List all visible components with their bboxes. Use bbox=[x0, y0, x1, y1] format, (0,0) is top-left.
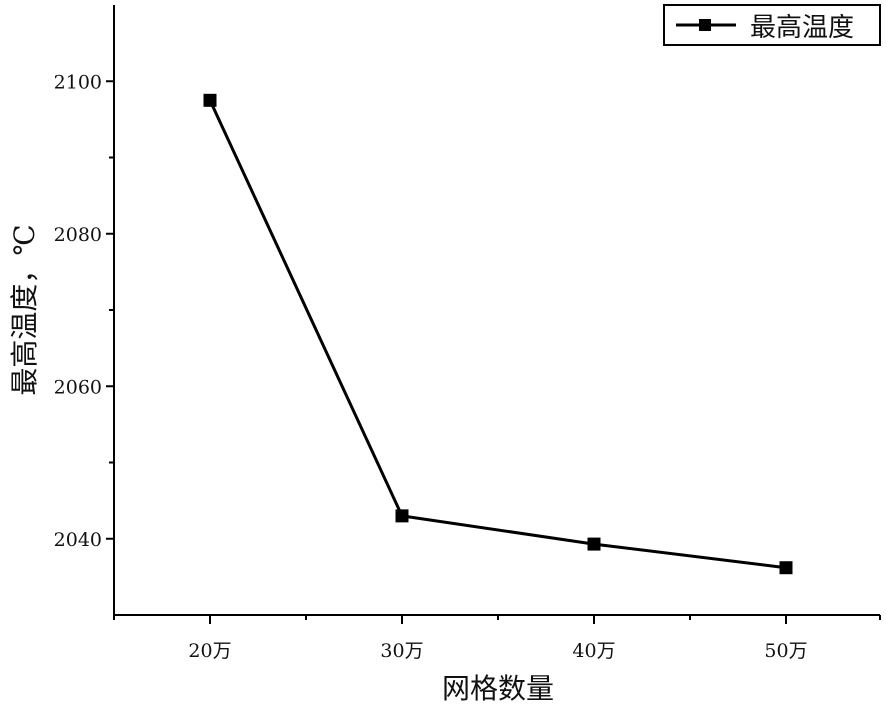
series-line bbox=[208, 98, 788, 570]
x-tick-label: 30万 bbox=[380, 640, 423, 662]
x-tick-label: 50万 bbox=[764, 640, 807, 662]
x-tick-label: 20万 bbox=[188, 640, 231, 662]
data-point bbox=[587, 537, 601, 551]
x-axis-title: 网格数量 bbox=[442, 672, 554, 705]
y-tick-label: 2100 bbox=[54, 71, 102, 93]
data-point bbox=[395, 509, 409, 523]
series-layer bbox=[203, 93, 793, 575]
labels-layer: 网格数量 最高温度，℃ bbox=[8, 224, 554, 705]
y-tick-label: 2080 bbox=[54, 224, 102, 246]
legend-label: 最高温度 bbox=[750, 13, 854, 43]
data-point bbox=[203, 93, 217, 107]
ticks-layer: 2040 2060 2080 2100 20万 30万 40万 50万 bbox=[54, 71, 881, 662]
legend-marker bbox=[699, 19, 711, 31]
x-tick-label: 40万 bbox=[572, 640, 615, 662]
data-point bbox=[779, 561, 793, 575]
axes-layer bbox=[113, 5, 880, 616]
legend-box bbox=[663, 4, 881, 46]
legend: 最高温度 bbox=[663, 4, 881, 46]
y-tick-label: 2040 bbox=[54, 529, 102, 551]
y-axis-title: 最高温度，℃ bbox=[8, 224, 41, 395]
y-tick-label: 2060 bbox=[54, 376, 102, 398]
